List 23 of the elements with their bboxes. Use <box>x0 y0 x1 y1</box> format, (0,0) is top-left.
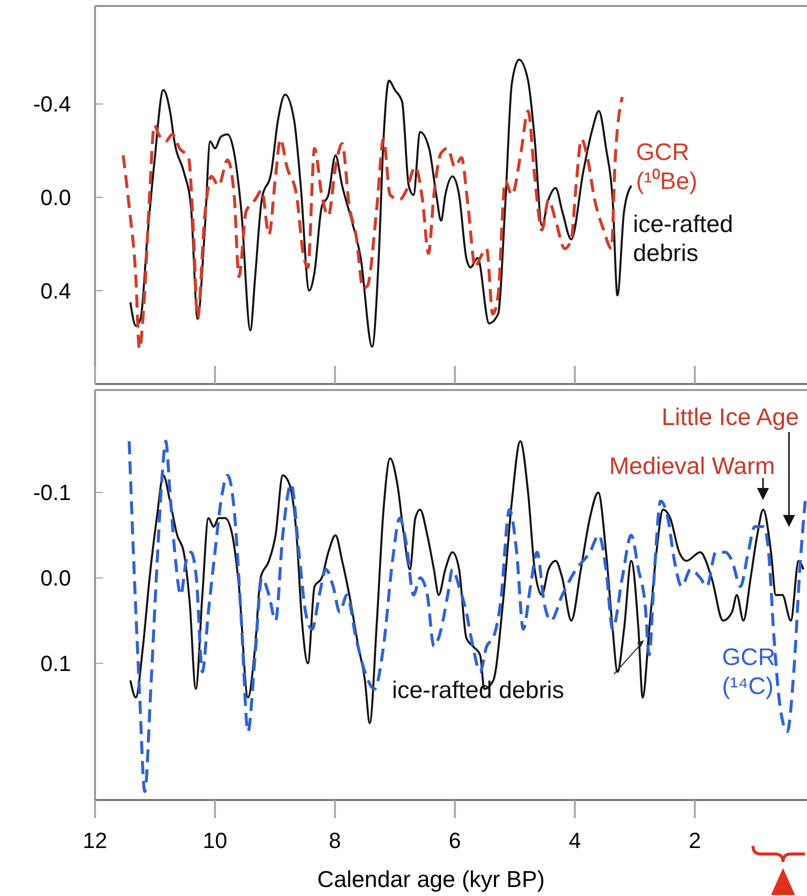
annotation: Medieval Warm <box>609 453 775 480</box>
line-series <box>128 440 807 793</box>
line-series <box>122 96 624 350</box>
x-tick-label: 4 <box>568 828 581 853</box>
line-series <box>129 58 632 348</box>
y-tick-label: 0.0 <box>40 185 71 210</box>
y-tick-label: 0.0 <box>40 566 71 591</box>
x-axis-title: Calendar age (kyr BP) <box>317 866 545 892</box>
y-tick-label: -0.4 <box>33 92 71 117</box>
series-label: ice-rafted debris <box>633 211 734 267</box>
x-tick-label: 10 <box>202 828 228 853</box>
y-tick-label: -0.1 <box>33 480 71 506</box>
line-series <box>129 440 804 724</box>
x-tick-label: 12 <box>82 828 108 853</box>
y-tick-label: 0.4 <box>40 278 71 304</box>
x-tick-label: 8 <box>328 828 342 853</box>
series-label: ice-rafted debris <box>392 677 564 704</box>
series-label: GCR (¹⁴C) <box>722 644 776 700</box>
series-label: GCR (¹⁰Be) <box>636 139 698 195</box>
y-tick-label: 0.1 <box>40 651 71 676</box>
annotation: Little Ice Age <box>662 404 799 431</box>
x-tick-label: 6 <box>448 828 462 853</box>
x-tick-label: 2 <box>688 828 701 853</box>
